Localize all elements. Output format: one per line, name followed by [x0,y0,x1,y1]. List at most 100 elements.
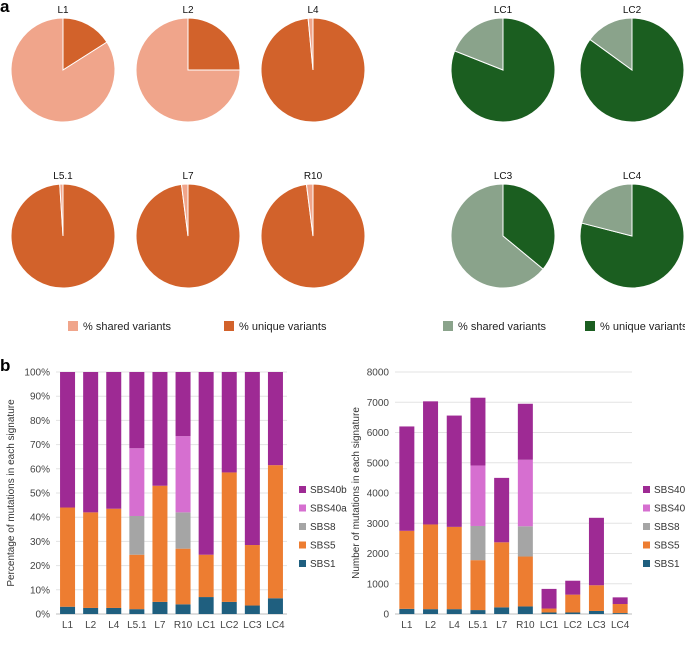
pie-title: L7 [182,171,194,182]
legend-label-sbs40b: SBS40b [310,485,347,496]
bar-segment-sbs40b-l2 [83,372,99,513]
y-tick-label: 3000 [367,519,390,530]
bar-segment-sbs40b-l1 [60,372,76,508]
y-tick-label: 60% [30,464,50,475]
x-tick-label: LC4 [266,620,285,631]
bar-segment-sbs40b-r10 [517,403,533,460]
x-tick-label: L5.1 [127,620,147,631]
y-tick-label: 80% [30,416,50,427]
pie-r10: R10 [260,171,366,289]
pie-title: R10 [304,171,323,182]
pie-group-l: L1 L2 L4 L5.1 L7 R10 % shared variants % unique… [10,5,366,333]
bar-segment-sbs1-r10 [175,604,191,614]
x-tick-label: L5.1 [468,620,488,631]
pie-title: LC4 [623,171,642,182]
percentage-bar-chart: 0% 10% 20% 30% 40% 50% 60% 70% 80% 90% 100% L1 L2 L4 L… [6,368,347,632]
y-tick-label: 2000 [367,549,390,560]
pie-title: LC3 [494,171,513,182]
legend-swatch-shared [443,321,453,331]
pie-slice-shared [10,17,116,123]
bar-segment-sbs1-l1 [399,608,415,614]
bar-segment-sbs1-lc4 [612,613,628,614]
pie-title: L1 [57,5,69,16]
x-tick-label: L1 [62,620,74,631]
x-tick-label: L7 [496,620,508,631]
bar-segment-sbs40b-l4 [106,372,122,509]
y-tick-label: 1000 [367,579,390,590]
pie-lc4: LC4 [579,171,685,289]
pie-slice-shared [307,17,314,71]
bar-segment-sbs5-r10 [175,548,191,605]
bar-segment-sbs8-l5-1 [129,515,145,555]
bar-segment-sbs1-l5-1 [129,609,145,614]
legend-swatch-unique [585,321,595,331]
bar-segment-sbs8-r10 [517,526,533,557]
bar-segment-sbs40b-lc4 [612,597,628,605]
legend-swatch-sbs40a [643,504,650,512]
pie-title: L4 [307,5,319,16]
x-tick-label: LC3 [587,620,606,631]
bar-segment-sbs1-l4 [106,607,122,614]
y-tick-label: 0% [36,610,51,621]
x-tick-label: LC4 [611,620,630,631]
bar-segment-sbs40a-r10 [175,436,191,513]
bar-segment-sbs5-l7 [152,485,168,602]
y-tick-label: 100% [24,368,50,379]
bar-segment-sbs1-l5-1 [470,610,486,614]
legend-swatch-sbs8 [299,523,306,530]
bar-segment-sbs40b-l4 [446,415,462,527]
y-axis-label: Number of mutations in each signature [351,407,362,579]
bar-segment-sbs40b-lc4 [267,372,283,466]
bar-segment-sbs40b-lc3 [588,517,604,586]
pie-l4: L4 [260,5,366,123]
x-tick-label: L2 [425,620,437,631]
bar-segment-sbs1-lc1 [198,597,214,614]
y-tick-label: 7000 [367,398,390,409]
bar-segment-sbs40a-l5-1 [129,448,145,516]
bar-segment-sbs1-l4 [446,609,462,614]
pie-lc1: LC1 [450,5,556,123]
count-bar-chart: 0 1000 2000 3000 4000 5000 6000 7000 8000 L1 L2 L4 L… [351,368,685,632]
pie-l5-1: L5.1 [10,171,116,289]
panel-label-a: a [0,0,10,16]
bar-segment-sbs5-l5-1 [129,554,145,610]
x-tick-label: L4 [108,620,120,631]
bar-segment-sbs1-lc1 [541,612,557,614]
y-tick-label: 4000 [367,489,390,500]
pie-group-lc: LC1 LC2 LC3 LC4 % shared variants % unique va… [443,5,685,333]
bar-segment-sbs1-lc2 [221,601,237,614]
legend-label-sbs8: SBS8 [654,522,680,533]
x-tick-label: LC1 [540,620,559,631]
pie-title: LC2 [623,5,642,16]
legend-label-sbs5: SBS5 [310,541,336,552]
bar-segment-sbs5-l4 [446,526,462,610]
pie-l2: L2 [135,5,241,123]
x-tick-label: L1 [401,620,413,631]
x-tick-label: L4 [449,620,461,631]
pie-title: LC1 [494,5,513,16]
pie-slice-unique [502,183,556,270]
bar-segment-sbs40b-lc1 [541,588,557,609]
y-axis-label: Percentage of mutations in each signatur… [6,399,17,587]
legend-label-sbs8: SBS8 [310,522,336,533]
y-tick-label: 40% [30,513,50,524]
pie-slice-shared [305,183,314,237]
x-tick-label: R10 [516,620,535,631]
bar-segment-sbs1-l2 [423,609,439,614]
legend-swatch-sbs5 [299,541,306,549]
legend-label-sbs1: SBS1 [310,559,336,570]
x-tick-label: L2 [85,620,97,631]
bar-segment-sbs40b-lc3 [244,372,260,546]
x-tick-label: R10 [174,620,193,631]
bar-segment-sbs5-r10 [517,556,533,607]
y-tick-label: 10% [30,585,50,596]
y-tick-label: 20% [30,561,50,572]
y-tick-label: 6000 [367,428,390,439]
legend-swatch-sbs1 [643,560,650,567]
bar-segment-sbs5-lc2 [565,594,581,613]
bar-segment-sbs5-l7 [494,542,510,608]
legend-swatch-sbs40b [643,486,650,493]
bar-segment-sbs5-lc3 [244,545,260,606]
legend-label-sbs40a: SBS40a [654,504,685,515]
